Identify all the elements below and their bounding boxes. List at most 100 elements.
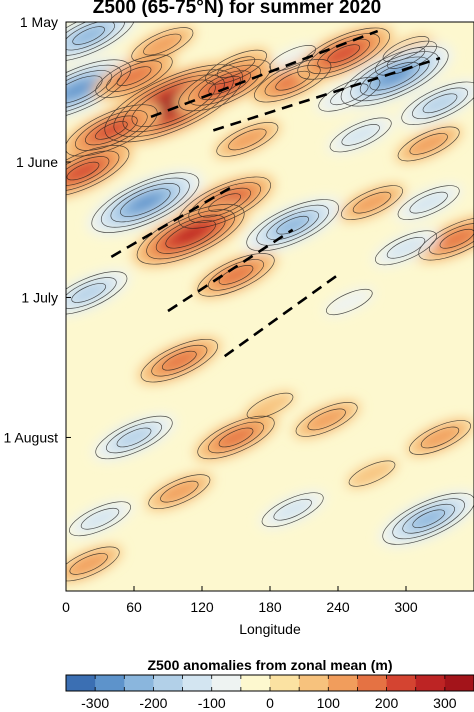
contour-line: [120, 188, 171, 217]
anomaly-blob: [68, 552, 110, 576]
contour-line: [122, 74, 225, 133]
contour-line: [350, 51, 440, 102]
contour-line: [318, 76, 381, 112]
contour-line: [340, 45, 449, 107]
contour-line: [100, 177, 190, 228]
contour-line: [228, 128, 267, 151]
contour-line: [330, 83, 369, 106]
contour-lines: [66, 22, 474, 582]
contour-line: [188, 182, 261, 224]
anomaly-blob: [326, 43, 362, 64]
contour-line: [273, 498, 312, 521]
colorbar-segment: [386, 675, 417, 691]
anomaly-blob: [217, 264, 255, 286]
x-axis: 0 60 120 180 240 300: [62, 586, 418, 615]
anomaly-blob: [217, 427, 255, 448]
contour-line: [276, 215, 309, 235]
contour-line: [165, 219, 216, 249]
x-axis-label: Longitude: [239, 621, 301, 637]
contour-line: [69, 553, 108, 575]
contour-line: [341, 124, 380, 146]
anomaly-blob: [272, 498, 314, 522]
x-tick-label: 180: [258, 599, 282, 615]
contour-line: [246, 392, 294, 419]
contour-line: [218, 427, 254, 448]
anomaly-blob: [385, 236, 427, 260]
colorbar-segment: [415, 675, 446, 691]
contour-line: [208, 421, 264, 454]
anomaly-blob: [351, 191, 393, 215]
contour-line: [307, 408, 346, 431]
anomaly-blob: [306, 408, 348, 431]
contour-line: [143, 33, 182, 56]
contour-line: [66, 271, 128, 315]
anomaly-blob: [70, 282, 108, 304]
contour-line: [422, 93, 458, 114]
colorbar-segment: [95, 675, 125, 691]
anomaly-blob: [340, 123, 382, 147]
contour-line: [197, 415, 275, 460]
contour-line: [66, 22, 135, 62]
x-tick-label: 300: [394, 599, 418, 615]
colorbar-segment: [66, 675, 96, 691]
contour-line: [80, 507, 120, 530]
anomaly-blob: [275, 215, 311, 235]
contour-line: [116, 427, 152, 448]
colorbar-title: Z500 anomalies from zonal mean (m): [147, 657, 392, 673]
contour-line: [197, 253, 275, 297]
anomaly-blob: [347, 459, 397, 488]
contour-line: [326, 288, 373, 316]
anomaly-blob: [438, 228, 474, 250]
y-tick-label: 1 June: [16, 154, 58, 170]
contour-line: [261, 492, 324, 528]
contour-line: [409, 191, 448, 214]
contour-line: [161, 350, 197, 371]
contour-line: [66, 145, 130, 198]
contour-line: [216, 122, 279, 157]
x-tick-label: 0: [62, 599, 70, 615]
colorbar-segment: [124, 675, 154, 691]
anomaly-blob: [160, 350, 198, 372]
colorbar-segment: [211, 675, 242, 691]
contour-line: [297, 27, 390, 80]
contour-line: [66, 22, 125, 56]
contour-line: [69, 501, 131, 537]
contour-line: [85, 115, 138, 146]
contour-line: [382, 492, 474, 545]
x-tick-label: 240: [326, 599, 350, 615]
colorbar-tick-label: 200: [375, 695, 399, 711]
contour-line: [341, 185, 403, 221]
colorbar-segment: [328, 675, 358, 691]
contour-line: [72, 26, 105, 45]
contour-line: [113, 69, 234, 138]
trend-line: [167, 228, 294, 313]
contour-line: [66, 75, 103, 104]
anomaly-blob: [115, 427, 153, 448]
colorbar: -300 -200 -100 0 100 200 300: [65, 674, 474, 711]
contour-line: [208, 75, 241, 95]
contour-line: [148, 474, 211, 510]
x-tick-label: 60: [126, 599, 142, 615]
contour-line: [386, 47, 426, 69]
contour-line: [409, 133, 448, 155]
anomaly-blob: [267, 44, 318, 72]
anomaly-blob: [421, 92, 459, 114]
anomaly-blob: [324, 288, 375, 316]
contour-line: [146, 209, 236, 260]
contour-line: [106, 421, 162, 454]
contour-line: [95, 54, 173, 98]
colorbar-segment: [444, 675, 474, 691]
colorbar-tick-label: -300: [81, 695, 109, 711]
contour-line: [66, 156, 110, 186]
contour-line: [208, 259, 264, 291]
colorbar-tick-label: 100: [317, 695, 341, 711]
contour-line: [110, 183, 181, 223]
contour-line: [106, 60, 162, 92]
contour-line: [116, 66, 152, 87]
trend-line: [110, 183, 237, 258]
trend-line: [212, 56, 441, 132]
contour-line: [95, 415, 173, 460]
anomaly-blob: [66, 80, 94, 100]
anomaly-blob: [71, 25, 107, 46]
contour-line: [246, 199, 339, 252]
